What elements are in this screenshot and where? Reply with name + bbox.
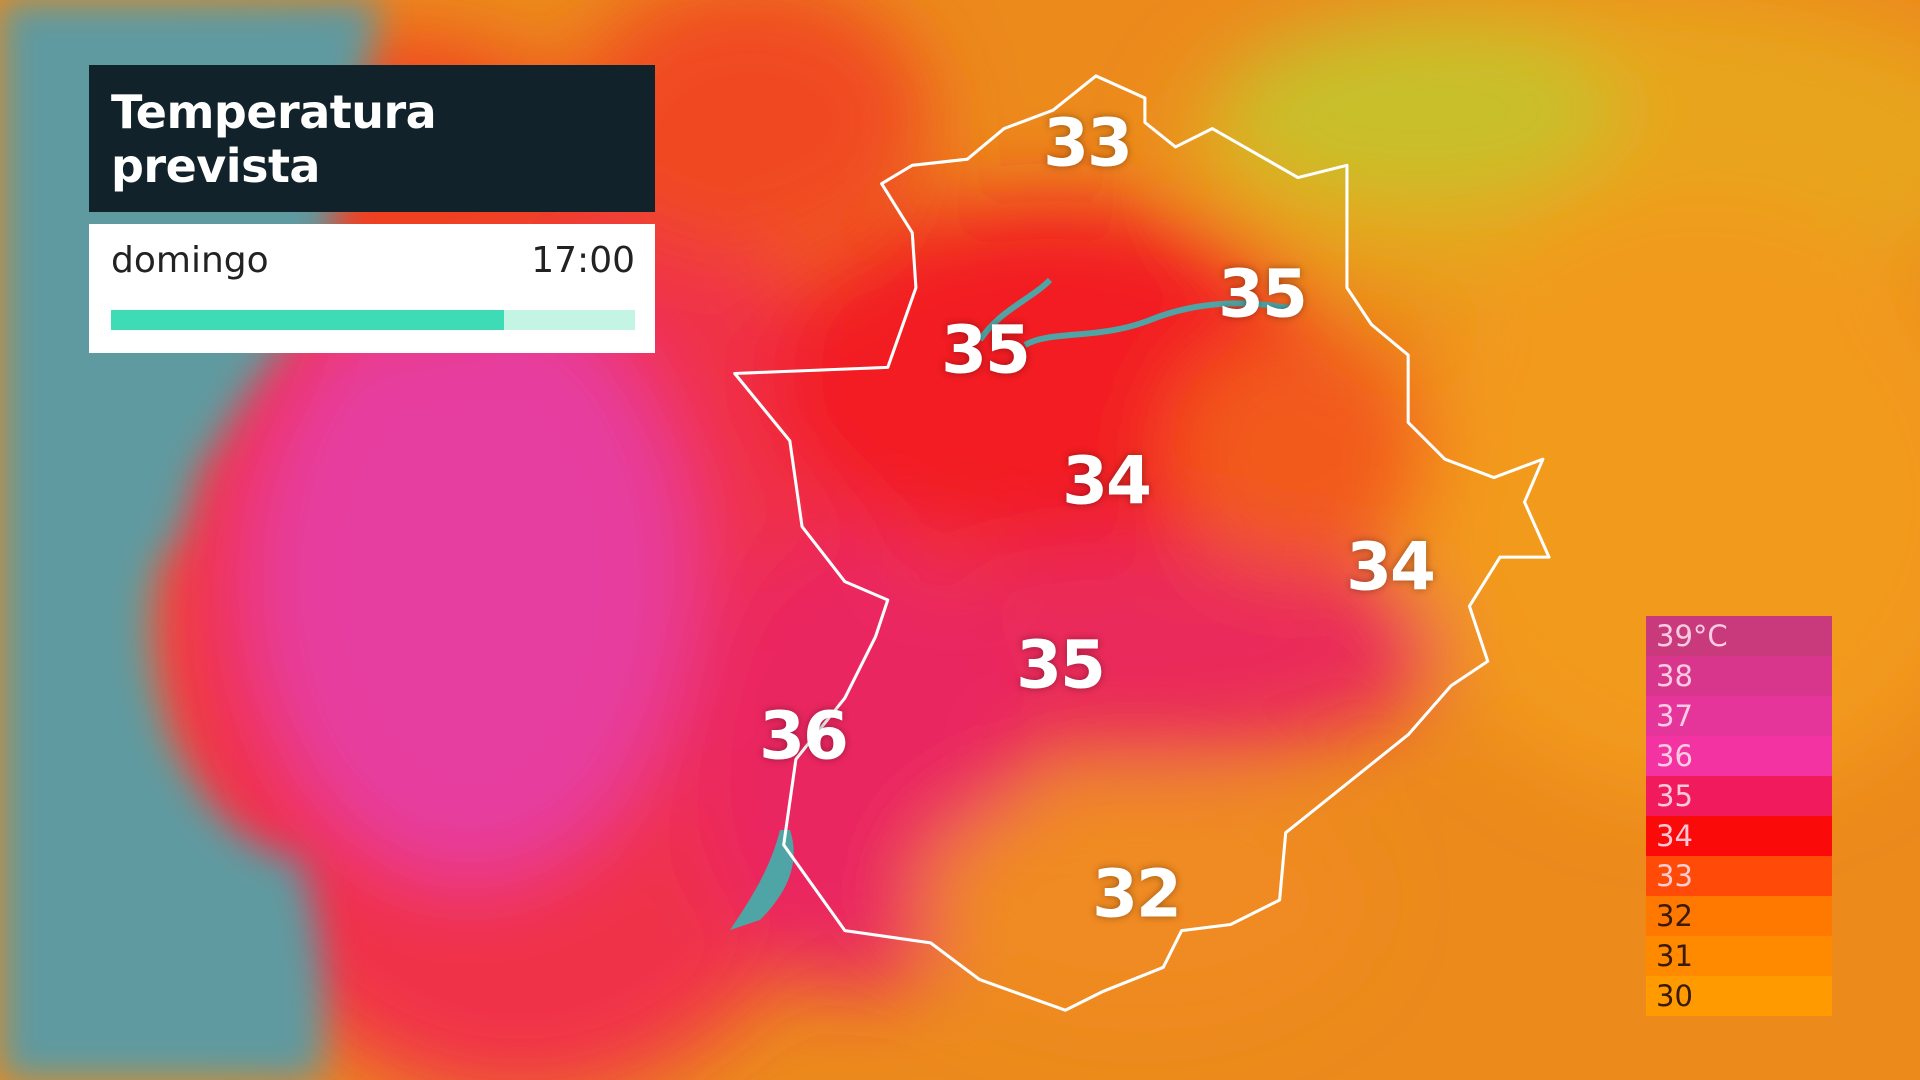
map-label: 33	[1043, 104, 1133, 182]
time: 17:00	[531, 240, 635, 281]
progress-track	[111, 310, 635, 330]
region-outline	[733, 74, 1551, 1012]
map-label: 32	[1092, 855, 1182, 933]
map-label: 35	[1218, 255, 1308, 333]
legend-item: 35	[1646, 776, 1832, 816]
river	[977, 277, 1301, 348]
map-label: 35	[1016, 626, 1106, 704]
day: domingo	[111, 240, 269, 281]
map-label: 34	[1346, 528, 1436, 606]
legend-item: 30	[1646, 976, 1832, 1016]
map-label: 34	[1062, 442, 1152, 520]
reservoir	[730, 830, 794, 930]
title: Temperatura prevista	[111, 85, 437, 193]
title-panel: Temperatura prevista	[89, 65, 655, 212]
legend-item: 31	[1646, 936, 1832, 976]
legend-item: 39°C	[1646, 616, 1832, 656]
legend: 39°C 38 37 36 35 34 33 32 31 30	[1646, 616, 1832, 1016]
legend-item: 36	[1646, 736, 1832, 776]
progress-fill	[111, 310, 504, 330]
legend-item: 37	[1646, 696, 1832, 736]
legend-item: 38	[1646, 656, 1832, 696]
legend-item: 34	[1646, 816, 1832, 856]
time-panel: domingo 17:00	[89, 224, 655, 353]
map-label: 36	[759, 697, 849, 775]
map-label: 35	[941, 311, 1031, 389]
legend-item: 33	[1646, 856, 1832, 896]
legend-item: 32	[1646, 896, 1832, 936]
